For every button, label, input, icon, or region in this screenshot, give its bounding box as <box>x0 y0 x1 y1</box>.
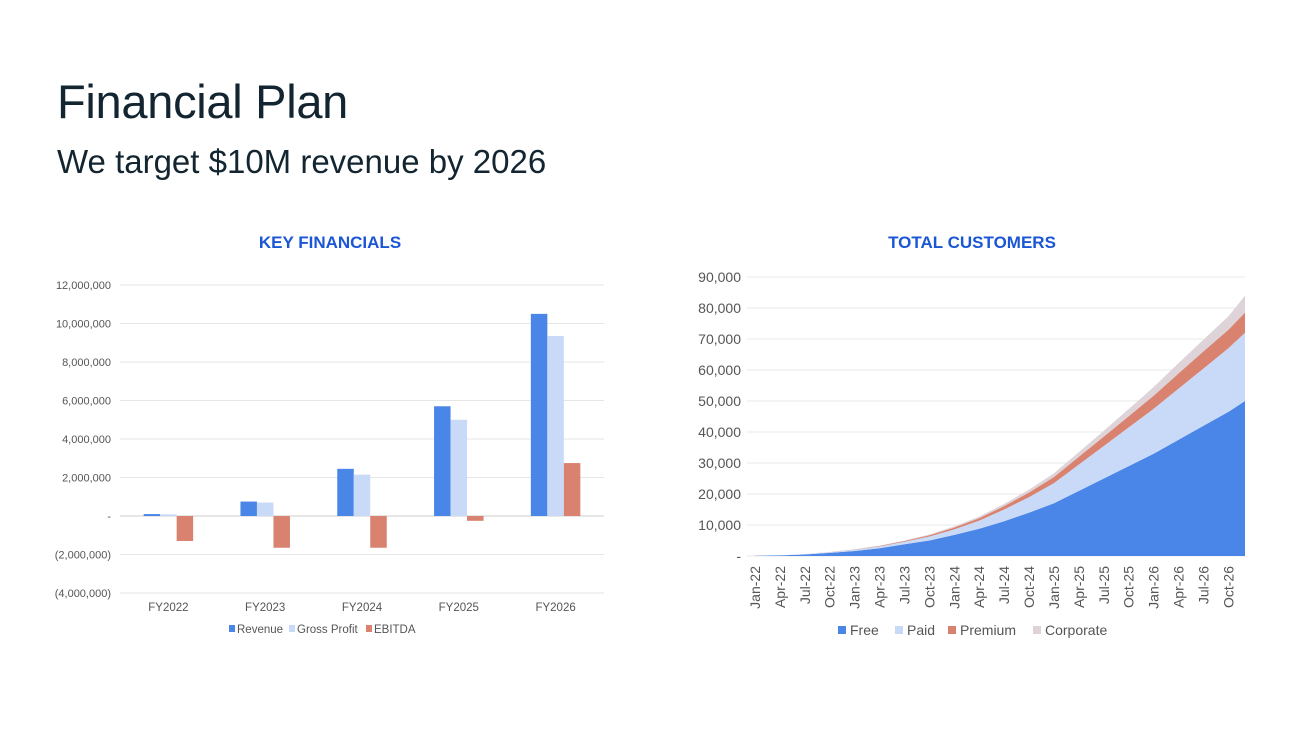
key-financials-chart: 12,000,000 10,000,000 8,000,000 6,000,000 4,… <box>55 280 604 636</box>
legend-label: EBITDA <box>374 624 416 636</box>
x-tick-label: Jan-26 <box>1146 566 1162 609</box>
legend-label: Revenue <box>237 624 283 636</box>
x-tick-label: FY2022 <box>148 602 188 614</box>
x-tick-label: Jan-24 <box>946 566 962 609</box>
x-tick-label: Oct-23 <box>921 566 937 608</box>
x-tick-label: Oct-25 <box>1121 566 1137 608</box>
bar-revenue <box>143 514 161 516</box>
bar-ebitda <box>467 516 484 521</box>
x-tick-label: Apr-25 <box>1071 566 1087 608</box>
y-tick-label: 4,000,000 <box>62 434 111 446</box>
y-tick-label: 10,000 <box>698 517 741 533</box>
x-tick-label: Oct-22 <box>822 566 838 608</box>
legend-swatch-free <box>838 626 846 634</box>
x-tick-label: Jan-25 <box>1046 566 1062 609</box>
slide-title: Financial Plan <box>57 75 349 128</box>
legend-swatch-gross-profit <box>289 625 295 632</box>
x-tick-label: FY2026 <box>535 602 575 614</box>
x-tick-label: Jan-23 <box>847 566 863 609</box>
x-tick-label: Apr-22 <box>772 566 788 608</box>
bar-revenue <box>530 313 548 516</box>
legend-swatch-paid <box>895 626 903 634</box>
x-tick-label: FY2025 <box>439 602 479 614</box>
y-tick-label: 80,000 <box>698 300 741 316</box>
y-tick-label: 60,000 <box>698 362 741 378</box>
legend-label: Premium <box>960 622 1016 638</box>
y-tick-label: 6,000,000 <box>62 396 111 408</box>
legend-swatch-ebitda <box>366 625 372 632</box>
x-tick-label: Jul-26 <box>1195 566 1211 604</box>
x-tick-label: FY2024 <box>342 602 383 614</box>
bar-ebitda <box>563 463 581 516</box>
bar-revenue <box>434 406 451 516</box>
bar-gross-profit <box>256 502 274 516</box>
x-tick-label: Jul-22 <box>797 566 813 604</box>
bar-gross-profit <box>353 474 371 516</box>
legend-label: Gross Profit <box>297 624 359 636</box>
bar-gross-profit <box>547 336 564 516</box>
y-tick-label: 70,000 <box>698 331 741 347</box>
x-tick-label: Jul-24 <box>996 566 1012 604</box>
bar-revenue <box>240 501 257 516</box>
bar-ebitda <box>273 516 290 548</box>
x-tick-label: Oct-26 <box>1220 566 1236 608</box>
y-tick-label: (2,000,000) <box>55 550 111 562</box>
total-customers-title: TOTAL CUSTOMERS <box>888 233 1056 252</box>
legend-label: Paid <box>907 622 935 638</box>
y-tick-label: - <box>107 511 111 523</box>
y-tick-label: 20,000 <box>698 486 741 502</box>
y-tick-label: - <box>736 548 741 564</box>
y-tick-label: 2,000,000 <box>62 473 111 485</box>
area-free <box>755 401 1245 556</box>
legend-swatch-revenue <box>229 625 235 632</box>
legend-swatch-corporate <box>1033 626 1041 634</box>
bar-gross-profit <box>160 514 177 516</box>
legend-swatch-premium <box>948 626 956 634</box>
y-tick-label: 12,000,000 <box>56 280 111 292</box>
y-tick-label: 90,000 <box>698 269 741 285</box>
x-tick-label: Oct-24 <box>1021 566 1037 608</box>
y-tick-label: 50,000 <box>698 393 741 409</box>
slide-subtitle: We target $10M revenue by 2026 <box>57 143 547 180</box>
bar-ebitda <box>370 516 387 548</box>
x-tick-label: Apr-23 <box>872 566 888 608</box>
y-tick-label: 30,000 <box>698 455 741 471</box>
y-tick-label: 8,000,000 <box>62 357 111 369</box>
legend-label: Corporate <box>1045 622 1107 638</box>
bar-gross-profit <box>450 419 468 516</box>
area-paid <box>755 332 1245 556</box>
x-tick-label: Jul-23 <box>896 566 912 604</box>
key-financials-title: KEY FINANCIALS <box>258 233 402 252</box>
y-tick-label: 40,000 <box>698 424 741 440</box>
bar-revenue <box>337 468 354 516</box>
x-tick-label: Jul-25 <box>1096 566 1112 604</box>
x-tick-label: Apr-26 <box>1171 566 1187 608</box>
x-tick-label: Apr-24 <box>971 566 987 608</box>
x-tick-label: Jan-22 <box>747 566 763 609</box>
legend-label: Free <box>850 622 879 638</box>
bar-ebitda <box>176 516 194 542</box>
y-tick-label: 10,000,000 <box>56 319 111 331</box>
x-tick-label: FY2023 <box>245 602 285 614</box>
y-tick-label: (4,000,000) <box>55 588 111 600</box>
